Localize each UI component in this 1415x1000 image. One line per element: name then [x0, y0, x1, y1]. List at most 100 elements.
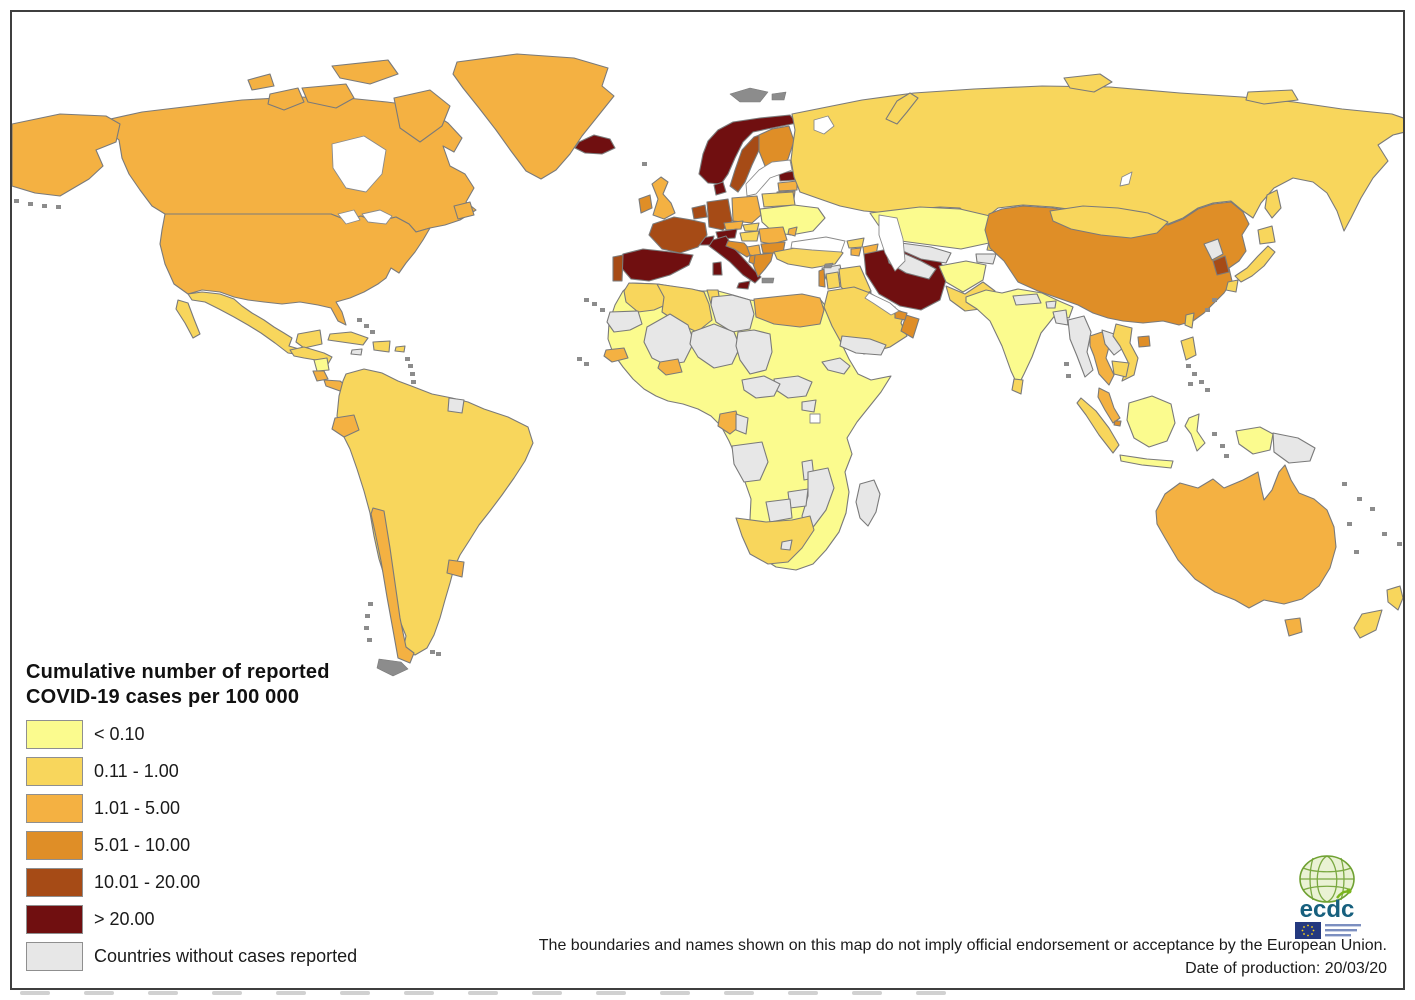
- legend-label: < 0.10: [94, 724, 145, 744]
- country-latvia: [777, 180, 798, 192]
- baltic-sea: [745, 159, 793, 197]
- country-taiwan: [1184, 312, 1195, 329]
- island-speck: [1224, 454, 1229, 458]
- country-indonesia: [1184, 413, 1206, 452]
- island-specks: [823, 262, 834, 269]
- island-speck: [1066, 374, 1071, 378]
- legend-row: Countries without cases reported: [26, 942, 357, 971]
- legend-label: > 20.00: [94, 909, 155, 929]
- country-jordan: [825, 271, 841, 290]
- country-canadian-arctic: [267, 87, 305, 111]
- island-speck: [577, 357, 582, 361]
- country-congo: [735, 413, 749, 435]
- country-russia: [1245, 89, 1299, 105]
- island-speck: [1188, 382, 1193, 386]
- country-sri-lanka: [1011, 378, 1024, 395]
- island-speck: [1370, 507, 1375, 511]
- country-alaska: [12, 113, 121, 197]
- country-australia: [1155, 464, 1337, 609]
- white-sea: [813, 115, 835, 135]
- country-hispaniola: [372, 340, 391, 353]
- scan-artifact-dash: [916, 991, 946, 995]
- country-china: [1137, 335, 1151, 348]
- country-madagascar: [855, 479, 881, 527]
- country-usa: [159, 213, 431, 326]
- legend-label: 10.01 - 20.00: [94, 872, 201, 892]
- legend-label: 1.01 - 5.00: [94, 798, 181, 818]
- country-uganda: [801, 399, 817, 413]
- hudson-bay: [331, 135, 387, 193]
- island-speck: [42, 204, 47, 208]
- eu-flag-icon: [1295, 922, 1321, 939]
- country-mali: [643, 313, 695, 366]
- country-western-sahara: [606, 310, 643, 333]
- country-armenia: [850, 247, 862, 257]
- country-lesotho: [780, 539, 793, 551]
- island-speck: [56, 205, 61, 209]
- island-speck: [1354, 550, 1359, 554]
- country-indonesia-sumatra: [1076, 397, 1120, 454]
- country-japan: [1225, 279, 1239, 293]
- scan-artifact-dash: [596, 991, 626, 995]
- island-speck: [1357, 497, 1362, 501]
- scan-artifact-dash: [404, 991, 434, 995]
- country-norway: [698, 114, 798, 185]
- country-burkina-faso: [657, 358, 683, 376]
- legend-row: > 20.00: [26, 905, 357, 934]
- country-denmark: [713, 181, 727, 196]
- country-austria: [715, 228, 738, 240]
- country-costa-rica: [312, 370, 329, 382]
- black-sea: [790, 236, 846, 253]
- scan-artifact-dash: [148, 991, 178, 995]
- country-slovakia: [742, 222, 760, 232]
- legend-swatch: [26, 794, 83, 823]
- country-oman: [900, 314, 920, 339]
- country-chad: [735, 329, 773, 375]
- country-czechia: [723, 220, 744, 231]
- country-chile: [370, 507, 415, 664]
- country-cambodia: [1111, 360, 1130, 378]
- country-yemen: [839, 335, 887, 356]
- legend-title-line1: Cumulative number of reported: [26, 661, 330, 683]
- island-specks: [729, 87, 769, 103]
- island-speck: [408, 364, 413, 368]
- country-north-korea: [1203, 238, 1224, 261]
- island-speck: [410, 372, 415, 376]
- scan-artifact-dash: [20, 991, 50, 995]
- island-speck: [28, 202, 33, 206]
- country-cuba: [327, 331, 369, 346]
- country-indonesia: [1119, 454, 1174, 469]
- country-afghanistan: [938, 260, 987, 293]
- legend-swatch: [26, 905, 83, 934]
- legend-row: 10.01 - 20.00: [26, 868, 357, 897]
- country-australia: [1284, 617, 1303, 637]
- island-speck: [584, 298, 589, 302]
- island-speck: [584, 362, 589, 366]
- island-specks: [376, 658, 409, 677]
- scan-artifact-dash: [276, 991, 306, 995]
- island-speck: [1382, 532, 1387, 536]
- country-indonesia: [1126, 395, 1176, 448]
- country-russia: [1264, 189, 1282, 219]
- lake-victoria: [809, 413, 821, 424]
- island-speck: [1205, 308, 1210, 312]
- country-romania: [758, 226, 788, 245]
- country-south-korea: [1212, 255, 1230, 276]
- island-speck: [1212, 298, 1217, 302]
- island-speck: [14, 199, 19, 203]
- great-lakes: [337, 209, 361, 225]
- country-singapore: [1113, 420, 1122, 427]
- country-benelux: [691, 204, 708, 220]
- island-speck: [1347, 522, 1352, 526]
- legend-swatch: [26, 868, 83, 897]
- scan-artifact-dash: [340, 991, 370, 995]
- country-jamaica: [350, 348, 363, 356]
- country-russia: [885, 92, 919, 125]
- country-italy: [712, 261, 723, 276]
- country-senegal: [603, 347, 629, 363]
- island-speck: [1205, 388, 1210, 392]
- country-canadian-arctic: [301, 83, 355, 109]
- scan-artifact-dash: [660, 991, 690, 995]
- country-portugal: [612, 254, 624, 282]
- country-canada: [96, 96, 477, 233]
